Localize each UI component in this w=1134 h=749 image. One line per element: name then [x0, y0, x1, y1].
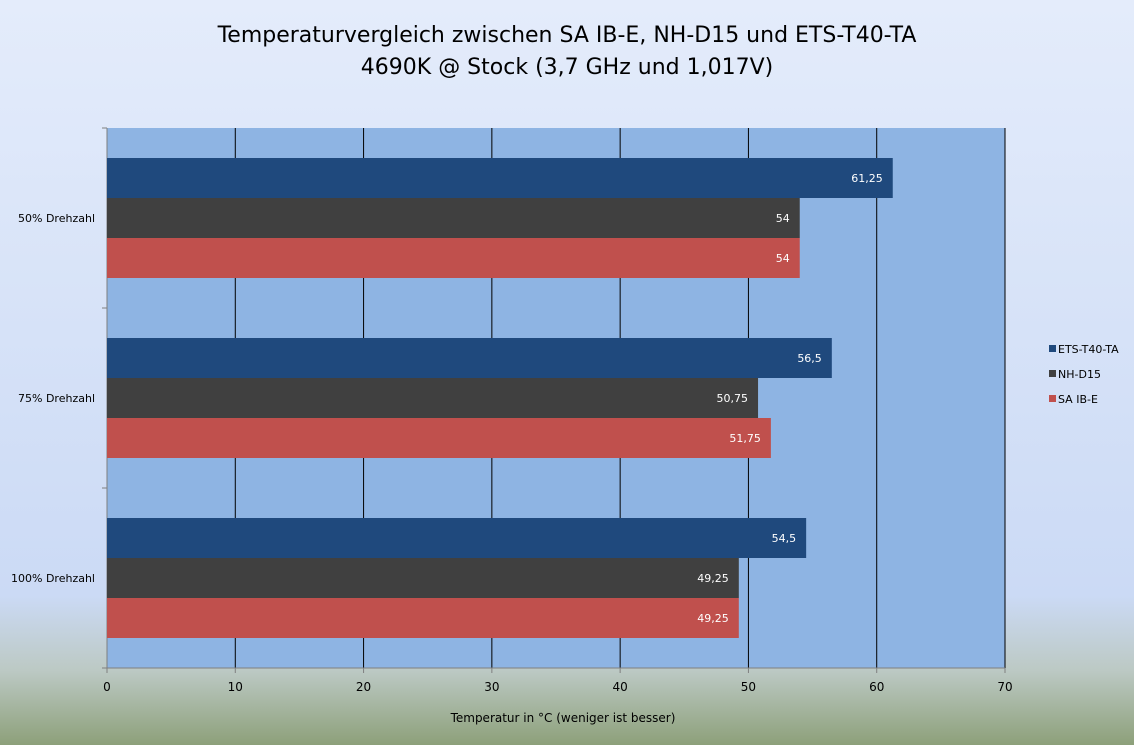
x-tick-label: 40 [613, 680, 628, 694]
data-label: 61,25 [851, 172, 883, 185]
legend-swatch [1049, 370, 1056, 377]
bar [107, 418, 771, 458]
legend-swatch [1049, 345, 1056, 352]
x-tick-label: 20 [356, 680, 371, 694]
data-label: 49,25 [697, 612, 729, 625]
legend-swatch [1049, 395, 1056, 402]
data-label: 54 [776, 252, 790, 265]
x-tick-label: 30 [484, 680, 499, 694]
legend: ETS-T40-TA NH-D15 SA IB-E [1049, 343, 1119, 406]
bar [107, 518, 807, 558]
x-tick-label: 70 [997, 680, 1012, 694]
chart-title: Temperaturvergleich zwischen SA IB-E, NH… [217, 23, 917, 48]
bar [107, 558, 739, 598]
legend-label: NH-D15 [1058, 368, 1101, 381]
category-label: 100% Drehzahl [11, 572, 95, 585]
bar [107, 378, 759, 418]
legend-label: SA IB-E [1058, 393, 1098, 406]
x-tick-label: 60 [869, 680, 884, 694]
x-tick-label: 0 [103, 680, 111, 694]
chart-subtitle: 4690K @ Stock (3,7 GHz und 1,017V) [361, 55, 773, 80]
bar [107, 158, 893, 198]
plot-area: 0 10 20 30 40 50 60 70 50% Drehzahl 61,25 54 54 75% … [11, 127, 1013, 694]
legend-label: ETS-T40-TA [1058, 343, 1119, 356]
bar [107, 338, 832, 378]
x-tick-label: 50 [741, 680, 756, 694]
data-label: 50,75 [717, 392, 749, 405]
data-label: 56,5 [797, 352, 822, 365]
x-axis-label: Temperatur in °C (weniger ist besser) [450, 711, 676, 725]
category-label: 50% Drehzahl [18, 212, 95, 225]
data-label: 54,5 [772, 532, 797, 545]
data-label: 49,25 [697, 572, 729, 585]
bar [107, 238, 800, 278]
data-label: 51,75 [729, 432, 761, 445]
data-label: 54 [776, 212, 790, 225]
category-label: 75% Drehzahl [18, 392, 95, 405]
bar [107, 598, 739, 638]
bar [107, 198, 800, 238]
x-tick-label: 10 [228, 680, 243, 694]
